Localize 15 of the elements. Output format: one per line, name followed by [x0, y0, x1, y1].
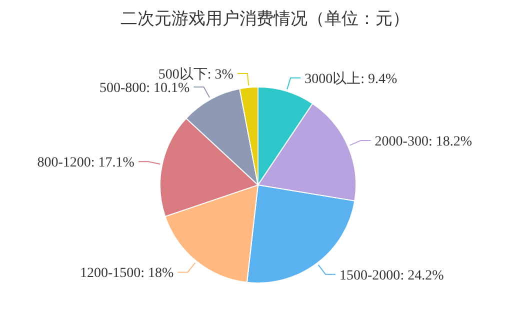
slice-label: 3000以上: [304, 70, 361, 87]
slice-label: 2000-300: [374, 134, 428, 150]
data-label: : 17.1%: [90, 156, 135, 171]
slice-label: 1500-2000: [340, 268, 400, 284]
slice-label: 500-800: [100, 81, 146, 96]
slice-label: 1200-1500: [80, 266, 141, 282]
data-label: : 24.2%: [400, 268, 444, 284]
chart-title: 二次元游戏用户消费情况（单位：元）: [120, 9, 410, 28]
data-label: : 18%: [140, 266, 174, 282]
data-label: : 10.1%: [146, 81, 190, 96]
slice-label: 800-1200: [37, 156, 91, 171]
data-label: : 18.2%: [428, 134, 472, 150]
data-label: : 3%: [207, 67, 234, 82]
slice-label: 500以下: [158, 66, 208, 82]
data-label: : 9.4%: [360, 72, 398, 87]
